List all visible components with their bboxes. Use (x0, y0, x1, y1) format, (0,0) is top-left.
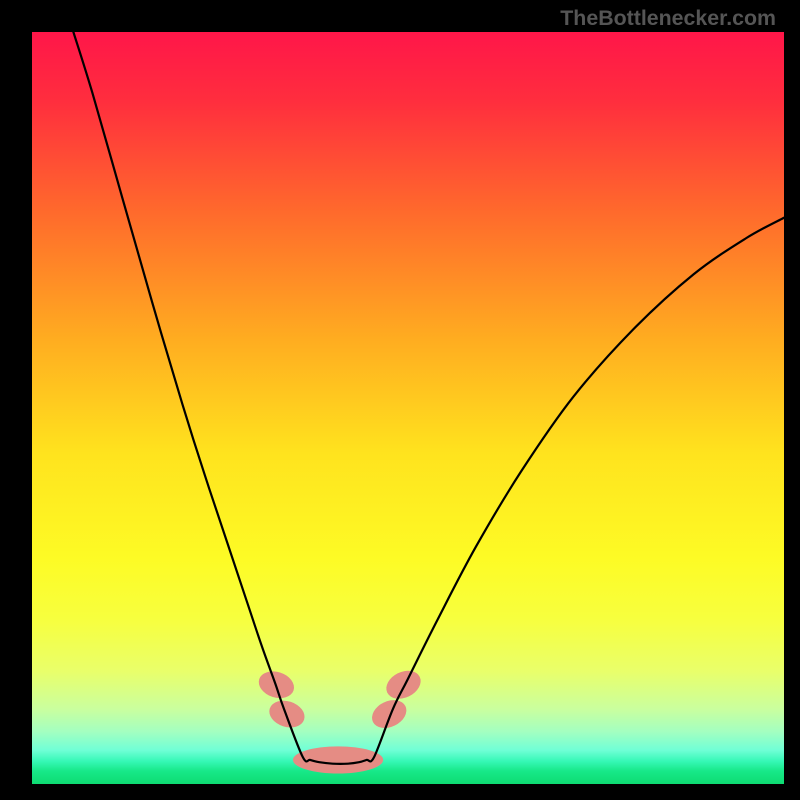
bottleneck-curve (73, 32, 784, 764)
chart-area (32, 32, 784, 784)
pink-blob (293, 746, 383, 773)
pink-blob (382, 665, 426, 704)
chart-overlay-svg (32, 32, 784, 784)
pink-blob (367, 695, 411, 734)
watermark-text: TheBottlenecker.com (560, 6, 776, 31)
